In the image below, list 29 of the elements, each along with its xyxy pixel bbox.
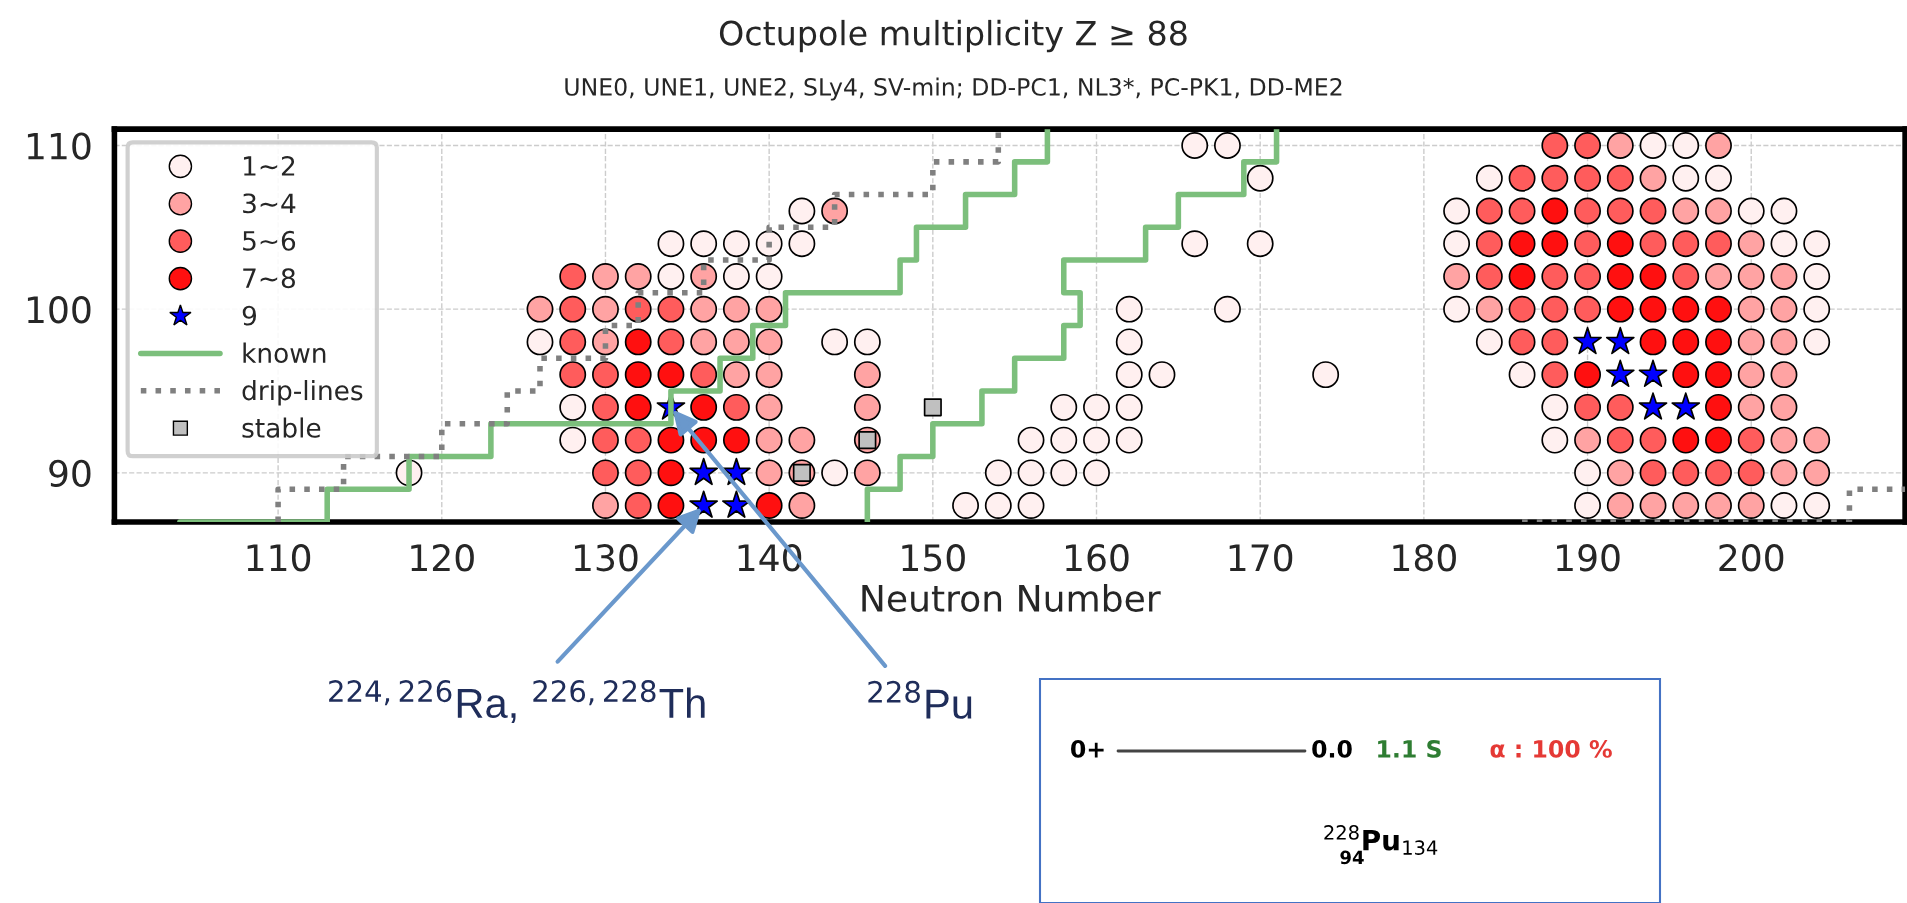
- x-tick-label: 110: [247, 544, 311, 572]
- x-tick-label: 150: [902, 544, 965, 572]
- x-tick-label: 190: [1557, 544, 1620, 572]
- text: α : 100 %: [1490, 739, 1612, 758]
- legend-label: 5~6: [243, 230, 296, 251]
- x-axis-title: Neutron Number: [862, 583, 1161, 612]
- chart-subtitle: UNE0, UNE1, UNE2, SLy4, SV-min; DD-PC1, NL3*, PC-PK1, DD-ME2: [565, 77, 1342, 101]
- legend-label: 1~2: [243, 155, 295, 176]
- chart-title: Octupole multiplicity Z ≥ 88: [719, 19, 1187, 53]
- y-tick-label: 100: [27, 296, 91, 324]
- text: 0+: [1071, 739, 1104, 758]
- legend-label: drip-lines: [242, 380, 363, 406]
- x-tick-label: 160: [1066, 544, 1129, 572]
- x-tick-label: 130: [574, 544, 638, 572]
- x-tick-label: 170: [1229, 544, 1293, 572]
- y-tick-label: 110: [27, 132, 91, 160]
- annotation: $^{224,226}$Ra, $^{226,228}$Th: [329, 680, 705, 724]
- legend-label: 9: [242, 305, 257, 326]
- text: 1.1 S: [1378, 739, 1441, 758]
- x-tick-label: 120: [411, 544, 474, 572]
- legend-label: 3~4: [243, 193, 296, 214]
- x-tick-label: 200: [1719, 544, 1784, 572]
- text: 0.0: [1312, 739, 1352, 758]
- legend-label: 7~8: [243, 268, 295, 289]
- annotation: $^{228}$Pu: [868, 680, 972, 719]
- x-tick-label: 180: [1393, 544, 1456, 572]
- y-tick-label: 90: [49, 459, 91, 488]
- legend-label: stable: [242, 417, 321, 438]
- legend-label: known: [243, 342, 326, 364]
